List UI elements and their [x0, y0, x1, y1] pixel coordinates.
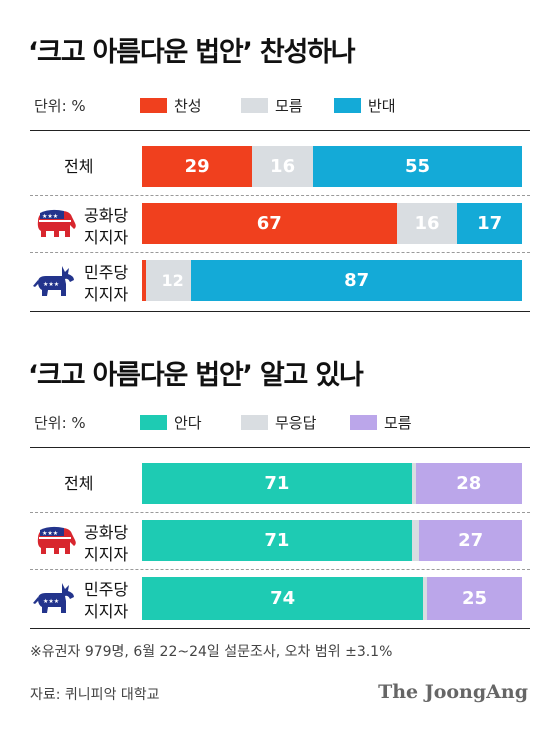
bar-segment-1	[411, 463, 416, 504]
chart1-bottom-divider	[30, 311, 530, 312]
bar-segment-0: 74	[142, 577, 424, 620]
legend-label: 모름	[384, 414, 412, 432]
source-credit: 자료: 퀴니피악 대학교	[30, 687, 160, 703]
legend-label: 모름	[275, 97, 303, 115]
legend-label: 무응답	[275, 414, 317, 432]
svg-text:★★★: ★★★	[42, 213, 58, 220]
row-label-dem: 민주당 지지자	[84, 262, 128, 306]
chart2-bar-total: 71 28	[142, 463, 522, 504]
row-separator	[30, 252, 530, 253]
row-label-gop: 공화당 지지자	[84, 522, 128, 566]
chart2-legend-know: 안다	[140, 412, 202, 433]
row-separator	[30, 569, 530, 570]
chart2-legend-no-answer: 무응답	[241, 412, 316, 433]
chart1-bar-dem: 11287	[142, 260, 522, 301]
legend-label: 안다	[174, 414, 202, 432]
bar-segment-1: 12	[145, 260, 192, 301]
bar-value-label: 27	[458, 530, 484, 551]
chart2-bottom-divider	[30, 628, 530, 629]
legend-swatch-unknown	[241, 98, 268, 113]
bar-segment-1: 16	[252, 146, 313, 187]
bar-value-label: 16	[414, 213, 440, 234]
row-label-dem-line2: 지지자	[84, 602, 129, 621]
bar-value-label: 87	[344, 270, 370, 291]
row-label-total: 전체	[64, 157, 94, 176]
bar-value-label: 71	[264, 473, 290, 494]
svg-text:★★★: ★★★	[42, 530, 58, 537]
row-label-dem-line2: 지지자	[84, 285, 129, 304]
chart2-title: ‘크고 아름다운 법안’ 알고 있나	[28, 360, 364, 391]
bar-value-label: 71	[264, 530, 290, 551]
bar-segment-1	[411, 520, 420, 561]
legend-label: 찬성	[174, 97, 202, 115]
bar-segment-0: 71	[142, 520, 412, 561]
bar-segment-2: 55	[312, 146, 522, 187]
legend-swatch-support	[140, 98, 167, 113]
row-label-dem: 민주당 지지자	[84, 579, 128, 623]
row-separator	[30, 512, 530, 513]
legend-swatch-dont-know	[350, 415, 377, 430]
survey-footnote: ※유권자 979명, 6월 22~24일 설문조사, 오차 범위 ±3.1%	[30, 644, 393, 660]
chart1-top-divider	[30, 130, 530, 131]
chart2-top-divider	[30, 447, 530, 448]
row-label-dem-line1: 민주당	[84, 263, 129, 282]
chart1-unit-label: 단위: %	[34, 97, 86, 115]
bar-segment-2: 25	[426, 577, 522, 620]
legend-swatch-no-answer	[241, 415, 268, 430]
brand-logo: The JoongAng	[378, 681, 528, 703]
row-label-gop-line1: 공화당	[84, 523, 129, 542]
row-label-gop-line2: 지지자	[84, 545, 129, 564]
legend-label: 반대	[368, 97, 396, 115]
row-label-gop-line2: 지지자	[84, 228, 129, 247]
row-separator	[30, 195, 530, 196]
bar-value-label: 12	[161, 271, 184, 290]
legend-swatch-oppose	[334, 98, 361, 113]
bar-value-label: 28	[456, 473, 482, 494]
chart2-bar-dem: 74 25	[142, 577, 522, 620]
svg-text:★★★: ★★★	[43, 281, 59, 288]
chart1-bar-gop: 67 16 17	[142, 203, 522, 244]
democratic-donkey-icon: ★★★	[32, 264, 78, 302]
row-label-gop-line1: 공화당	[84, 206, 129, 225]
legend-swatch-know	[140, 415, 167, 430]
chart1-bar-total: 29 16 55	[142, 146, 522, 187]
bar-value-label: 74	[270, 588, 296, 609]
bar-segment-2: 17	[457, 203, 522, 244]
bar-segment-2: 28	[415, 463, 522, 504]
democratic-donkey-icon: ★★★	[32, 581, 78, 619]
bar-segment-2: 27	[419, 520, 522, 561]
bar-value-label: 17	[477, 213, 503, 234]
chart2-unit-label: 단위: %	[34, 414, 86, 432]
chart1-title: ‘크고 아름다운 법안’ 찬성하나	[28, 37, 356, 68]
chart1-legend-unknown: 모름	[241, 95, 303, 116]
row-label-dem-line1: 민주당	[84, 580, 129, 599]
bar-value-label: 25	[461, 588, 488, 609]
republican-elephant-icon: ★★★	[32, 207, 78, 243]
bar-segment-2: 87	[191, 260, 522, 301]
bar-segment-0: 29	[142, 146, 253, 187]
bar-segment-0: 71	[142, 463, 412, 504]
bar-value-label: 55	[404, 156, 431, 177]
bar-value-label: 67	[256, 213, 282, 234]
bar-segment-1: 16	[396, 203, 458, 244]
chart1-legend-oppose: 반대	[334, 95, 396, 116]
republican-elephant-icon: ★★★	[32, 524, 78, 560]
chart2-legend-dont-know: 모름	[350, 412, 412, 433]
chart1-legend-support: 찬성	[140, 95, 202, 116]
row-label-gop: 공화당 지지자	[84, 205, 128, 249]
chart2-bar-gop: 71 27	[142, 520, 522, 561]
bar-value-label: 16	[270, 156, 296, 177]
bar-segment-0: 67	[142, 203, 397, 244]
bar-value-label: 29	[184, 156, 210, 177]
svg-text:★★★: ★★★	[43, 598, 59, 605]
bar-segment-1	[423, 577, 427, 620]
row-label-total: 전체	[64, 474, 94, 493]
